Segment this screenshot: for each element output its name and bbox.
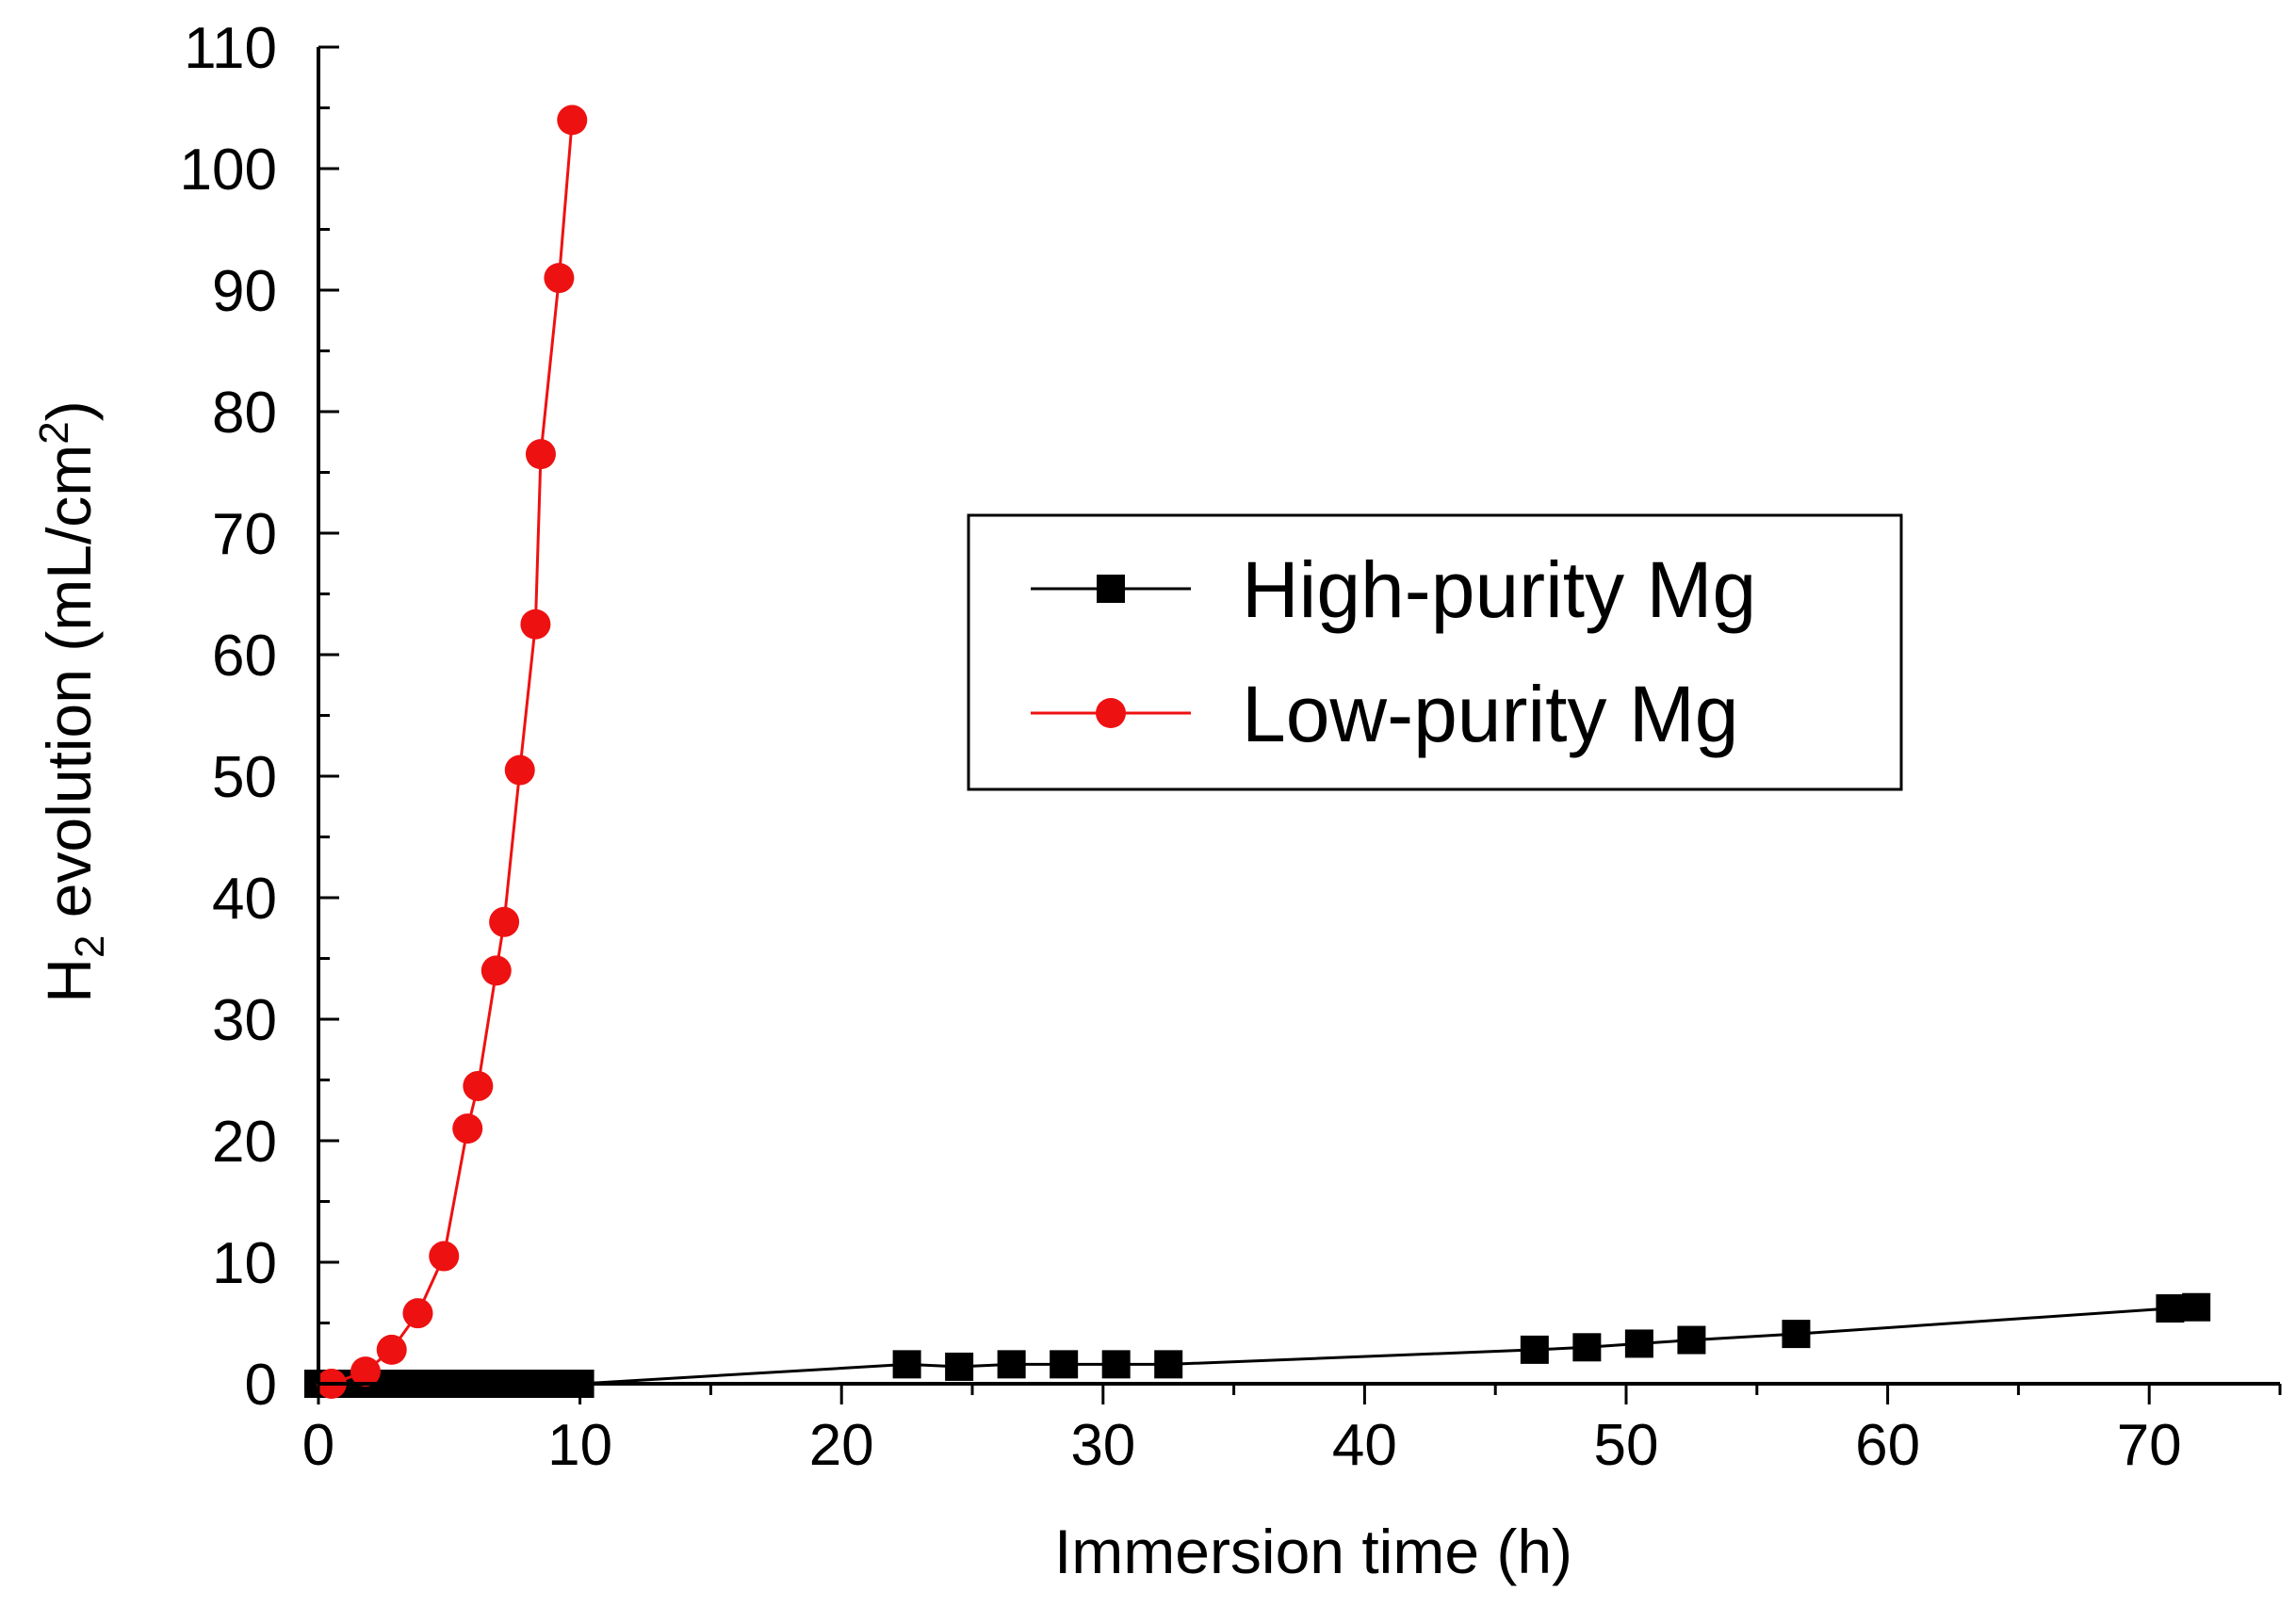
x-axis-title: Immersion time (h) [1054,1517,1572,1586]
data-point-low-purity-mg [429,1241,460,1272]
y-tick-label: 30 [212,988,277,1053]
legend-marker-low-purity-mg [1096,698,1126,728]
y-tick-label: 110 [184,16,277,81]
data-point-low-purity-mg [525,439,556,470]
y-axis-title-superscript: 2 [31,421,77,444]
x-tick-label: 50 [1594,1413,1659,1478]
y-tick-label: 100 [180,138,277,203]
data-point-high-purity-mg [1050,1350,1079,1379]
y-axis-title-suffix: ) [34,400,104,421]
data-point-high-purity-mg [2182,1292,2211,1322]
legend-marker-high-purity-mg [1097,575,1125,603]
y-tick-label: 0 [245,1353,277,1418]
x-tick-label: 0 [302,1413,334,1478]
legend: High-purity Mg Low-purity Mg [967,513,1903,791]
data-point-low-purity-mg [557,105,588,136]
legend-label-high-purity-mg: High-purity Mg [1242,545,1756,634]
x-tick-label: 60 [1855,1413,1920,1478]
y-axis-title-prefix: H [34,958,104,1003]
y-tick-label: 60 [212,624,277,689]
y-tick-label: 50 [212,745,277,810]
data-point-low-purity-mg [350,1356,381,1388]
y-tick-label: 70 [212,502,277,567]
y-tick-label: 10 [212,1231,277,1296]
data-point-high-purity-mg [892,1350,921,1379]
x-tick-label: 10 [547,1413,612,1478]
data-point-high-purity-mg [1520,1335,1549,1364]
data-point-high-purity-mg [997,1350,1026,1379]
data-point-high-purity-mg [2156,1294,2185,1323]
data-point-high-purity-mg [1572,1333,1602,1362]
y-axis-title-subscript: 2 [67,935,113,958]
y-tick-label: 80 [212,381,277,446]
data-point-low-purity-mg [402,1298,433,1329]
y-tick-label: 20 [212,1110,277,1175]
data-point-low-purity-mg [452,1113,483,1144]
y-tick-label: 90 [212,259,277,324]
data-point-low-purity-mg [544,263,575,294]
y-axis-title: H2 evolution (mL/cm2) [31,400,113,1002]
data-point-low-purity-mg [376,1334,407,1365]
series-line-low-purity-mg [331,120,574,1386]
data-point-low-purity-mg [504,755,535,786]
axes: 0 10 20 30 40 50 60 70 80 90 100 110 0 10 20 30 40 50 60 70 [180,16,2282,1478]
data-point-high-purity-mg [1101,1350,1131,1379]
data-point-high-purity-mg [1782,1320,1811,1349]
data-point-low-purity-mg [480,955,512,986]
legend-box [967,513,1903,791]
legend-label-low-purity-mg: Low-purity Mg [1242,670,1739,758]
data-point-high-purity-mg [945,1352,974,1381]
y-tick-label: 40 [212,867,277,932]
y-axis-title-middle: evolution (mL/cm [34,445,104,935]
data-point-high-purity-mg [1624,1329,1653,1358]
x-tick-label: 20 [809,1413,874,1478]
x-tick-label: 30 [1070,1413,1135,1478]
data-point-low-purity-mg [463,1070,494,1101]
data-point-low-purity-mg [489,906,520,937]
data-point-high-purity-mg [1154,1350,1183,1379]
x-tick-label: 40 [1332,1413,1397,1478]
series-line-high-purity-mg [318,1306,2197,1386]
data-point-low-purity-mg [520,609,551,640]
x-tick-label: 70 [2117,1413,2182,1478]
data-point-high-purity-mg [1677,1325,1706,1355]
